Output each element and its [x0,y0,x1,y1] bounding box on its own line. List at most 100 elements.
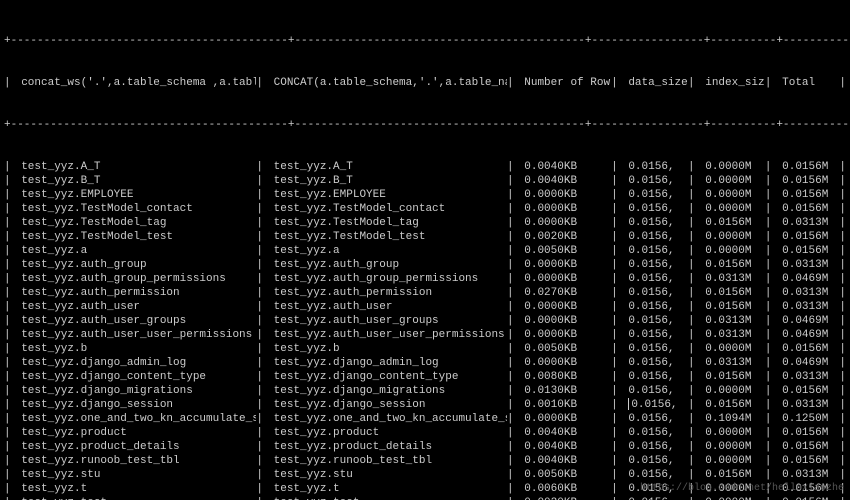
cell: 0.0000M [701,244,765,258]
cell: test_yyz.B_T [17,174,256,188]
cell: 0.0000KB [520,328,611,342]
cell: 0.0313M [778,468,833,482]
cell: 0.0156, [624,412,688,426]
table-row: | test_yyz.A_T| test_yyz.A_T| 0.0040KB| … [4,160,846,174]
cell: 0.0000M [701,202,765,216]
cell: 0.0156, [624,440,688,454]
cell: test_yyz.TestModel_test [270,230,507,244]
cell: test_yyz.TestModel_tag [17,216,256,230]
cell: 0.0156, [624,342,688,356]
table-row: | test_yyz.auth_user_user_permissions| t… [4,328,846,342]
cell: 0.0156, [624,216,688,230]
cell: test_yyz.a [17,244,256,258]
cell: 0.0050KB [520,342,611,356]
cell: test_yyz.test [270,496,507,500]
cell: 0.0040KB [520,174,611,188]
cell: 0.0000M [701,440,765,454]
cell: test_yyz.product_details [270,440,507,454]
cell: 0.0156, [624,496,688,500]
cell: 0.0313M [701,314,765,328]
cell: 0.0000KB [520,188,611,202]
cell: test_yyz.t [270,482,507,496]
cell: 0.0469M [778,356,833,370]
cell: 0.0469M [778,314,833,328]
cell: 0.0000KB [520,258,611,272]
table-row: | test_yyz.test| test_yyz.test| 0.0020KB… [4,496,846,500]
cell: test_yyz.TestModel_tag [270,216,507,230]
cell: test_yyz.test [17,496,256,500]
cell: test_yyz.auth_group_permissions [270,272,507,286]
cell: 0.0156, [624,160,688,174]
separator-top: +---------------------------------------… [4,34,846,48]
cell: 0.0270KB [520,286,611,300]
cell: 0.0156, [624,202,688,216]
col-header-2: Number of Rows [520,76,611,90]
table-row: | test_yyz.auth_user| test_yyz.auth_user… [4,300,846,314]
cell: 0.0156M [778,384,833,398]
cell: test_yyz.b [270,342,507,356]
cell: 0.0020KB [520,496,611,500]
cell: 0.0000M [701,342,765,356]
cell: test_yyz.django_content_type [270,370,507,384]
cell: 0.0156, [624,454,688,468]
cell: test_yyz.runoob_test_tbl [17,454,256,468]
cell: 0.0313M [701,356,765,370]
cell: 0.0156, [624,370,688,384]
cell: 0.0156M [778,244,833,258]
table-row: | test_yyz.product_details| test_yyz.pro… [4,440,846,454]
cell: 0.0040KB [520,454,611,468]
cell: 0.0156, [624,258,688,272]
cell: 0.0000KB [520,300,611,314]
cell: 0.0000KB [520,202,611,216]
table-row: | test_yyz.EMPLOYEE| test_yyz.EMPLOYEE| … [4,188,846,202]
cell: test_yyz.auth_user [270,300,507,314]
table-row: | test_yyz.django_migrations| test_yyz.d… [4,384,846,398]
cell: 0.0000M [701,496,765,500]
cell: test_yyz.stu [17,468,256,482]
table-row: | test_yyz.django_session| test_yyz.djan… [4,398,846,412]
cell: 0.0313M [778,286,833,300]
col-header-4: index_size [701,76,765,90]
table-row: | test_yyz.TestModel_tag| test_yyz.TestM… [4,216,846,230]
cell: 0.0156M [778,202,833,216]
cell: 0.0156M [778,426,833,440]
header-row: | concat_ws('.',a.table_schema ,a.table_… [4,76,846,90]
table-row: | test_yyz.stu| test_yyz.stu| 0.0050KB| … [4,468,846,482]
cell: 0.0000M [701,160,765,174]
cell: 0.0000KB [520,412,611,426]
cell: test_yyz.auth_user_groups [17,314,256,328]
cell: test_yyz.a [270,244,507,258]
cell: test_yyz.TestModel_test [17,230,256,244]
cell: 0.0000KB [520,356,611,370]
cell: 0.1250M [778,412,833,426]
cell: test_yyz.auth_group_permissions [17,272,256,286]
table-row: | test_yyz.product| test_yyz.product| 0.… [4,426,846,440]
terminal-output: +---------------------------------------… [0,0,850,500]
cell: 0.1094M [701,412,765,426]
cell: 0.0156, [624,314,688,328]
cell: 0.0156, [624,188,688,202]
cell: test_yyz.auth_user_groups [270,314,507,328]
cell: 0.0469M [778,328,833,342]
cell: 0.0313M [778,300,833,314]
cell: 0.0313M [778,258,833,272]
table-row: | test_yyz.django_admin_log| test_yyz.dj… [4,356,846,370]
cell: 0.0156M [701,258,765,272]
cell: 0.0000KB [520,272,611,286]
cell: test_yyz.EMPLOYEE [17,188,256,202]
cell: 0.0000KB [520,314,611,328]
cell: 0.0156M [778,342,833,356]
cell: 0.0469M [778,272,833,286]
table-body: | test_yyz.A_T| test_yyz.A_T| 0.0040KB| … [4,160,846,500]
table-row: | test_yyz.B_T| test_yyz.B_T| 0.0040KB| … [4,174,846,188]
cell: 0.0156, [624,272,688,286]
cell: test_yyz.django_session [17,398,256,412]
col-header-3: data_size [624,76,688,90]
col-header-0: concat_ws('.',a.table_schema ,a.table_na… [17,76,256,90]
separator-mid: +---------------------------------------… [4,118,846,132]
cell: test_yyz.product [17,426,256,440]
cell: 0.0156M [701,370,765,384]
table-row: | test_yyz.TestModel_test| test_yyz.Test… [4,230,846,244]
cell: test_yyz.auth_group [270,258,507,272]
cell: 0.0040KB [520,426,611,440]
